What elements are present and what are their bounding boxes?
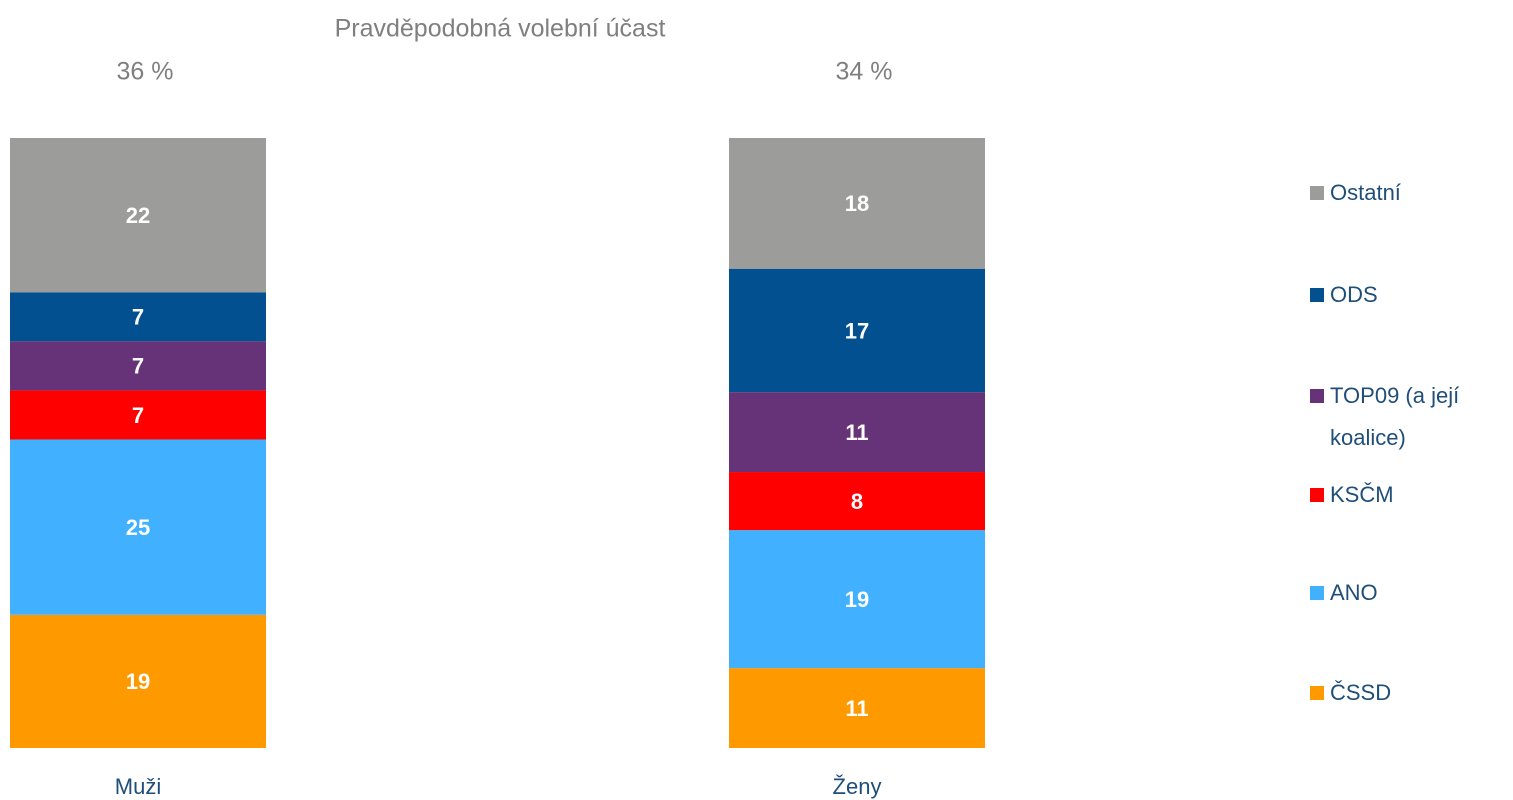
annotation: 34 % [836, 58, 893, 86]
legend-swatch [1310, 686, 1324, 700]
data-label: 11 [845, 696, 868, 721]
chart-title: Pravděpodobná volební účast [335, 15, 666, 43]
legend-swatch [1310, 488, 1324, 502]
legend-item: TOP09 (a její koalice) [1310, 375, 1510, 459]
legend-item: Ostatní [1310, 172, 1510, 214]
bar-segment [729, 268, 985, 393]
data-label: 17 [845, 318, 869, 343]
data-label: 25 [126, 515, 150, 540]
legend-label: ČSSD [1330, 680, 1392, 705]
data-label: 8 [851, 489, 863, 514]
bar-segment [10, 390, 266, 440]
bar-segment [10, 138, 266, 293]
bar-segment [729, 392, 985, 473]
bar-segment [10, 439, 266, 615]
legend-item: ČSSD [1310, 672, 1510, 714]
legend-label: KSČM [1330, 482, 1394, 507]
legend-label: Ostatní [1330, 180, 1401, 205]
annotation: 36 % [117, 58, 174, 86]
bar-segment [729, 530, 985, 669]
data-label: 18 [845, 191, 869, 216]
data-label: 11 [845, 420, 868, 445]
legend-item: ANO [1310, 572, 1510, 614]
bar-segment [729, 472, 985, 531]
legend-swatch [1310, 288, 1324, 302]
bar-segment [10, 292, 266, 342]
legend-item: ODS [1310, 274, 1510, 316]
data-label: 7 [132, 305, 144, 330]
bar-segment [729, 138, 985, 269]
legend-label: TOP09 (a její koalice) [1330, 383, 1460, 450]
data-label: 7 [132, 354, 144, 379]
x-tick-label: Ženy [833, 774, 882, 799]
bar-segment [729, 668, 985, 748]
bar-segment [10, 341, 266, 391]
legend-swatch [1310, 389, 1324, 403]
legend-swatch [1310, 186, 1324, 200]
bar-segment [10, 614, 266, 748]
data-label: 22 [126, 203, 150, 228]
x-tick-label: Muži [115, 774, 161, 799]
legend-swatch [1310, 586, 1324, 600]
data-label: 19 [845, 587, 869, 612]
legend-label: ODS [1330, 282, 1378, 307]
legend-label: ANO [1330, 580, 1378, 605]
legend-item: KSČM [1310, 474, 1510, 516]
data-label: 7 [132, 403, 144, 428]
data-label: 19 [126, 669, 150, 694]
